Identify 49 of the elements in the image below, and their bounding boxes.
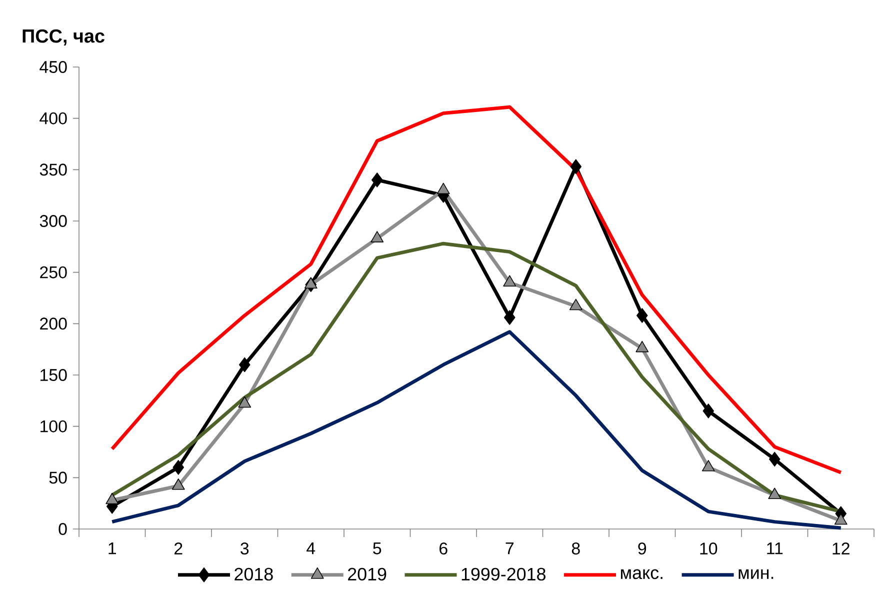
legend-label: мин.: [738, 569, 774, 579]
x-tick-label: 2: [174, 542, 182, 554]
line-series: [110, 105, 843, 474]
y-tick-label: 100: [40, 420, 67, 432]
point: [503, 275, 516, 286]
point: [702, 460, 715, 472]
point: [106, 492, 119, 504]
x-tick-label: 6: [440, 542, 448, 555]
legend-label: макс.: [620, 569, 662, 580]
legend-label: 2019: [348, 568, 386, 581]
x-tick-label: 5: [373, 542, 382, 554]
point: [702, 404, 714, 418]
y-tick-label: 250: [40, 266, 67, 278]
y-tick-label: 200: [40, 318, 67, 330]
y-tick-label: 50: [49, 472, 67, 484]
point: [238, 396, 252, 408]
y-tick-label: 350: [40, 164, 67, 176]
point: [238, 357, 250, 372]
x-tick-label: 3: [240, 542, 249, 555]
point: [569, 298, 582, 310]
x-tick-label: 9: [638, 542, 646, 555]
x-tick-label: 12: [832, 542, 850, 554]
point: [172, 478, 185, 490]
point: [504, 310, 516, 325]
point: [768, 488, 782, 500]
point: [636, 308, 648, 323]
x-tick-label: 4: [306, 542, 316, 554]
y-tick-label: 450: [40, 61, 67, 74]
x-tick-label: 11: [767, 542, 783, 554]
point: [636, 340, 649, 352]
y-tick-label: 0: [58, 523, 67, 535]
point: [436, 182, 450, 194]
y-axis-title: ПСС, час: [22, 29, 104, 46]
point: [570, 159, 582, 174]
legend-label: 1999-2018: [462, 568, 546, 581]
x-tick-label: 1: [108, 542, 116, 554]
line-series: [110, 330, 843, 530]
point: [834, 513, 848, 525]
point: [371, 172, 383, 188]
point: [370, 231, 384, 242]
y-tick-label: 150: [40, 369, 67, 381]
x-tick-label: 7: [506, 542, 514, 554]
y-tick-label: 300: [40, 215, 67, 228]
legend-label: 2018: [234, 568, 273, 581]
y-tick-label: 400: [40, 112, 67, 124]
x-tick-label: 8: [572, 542, 580, 555]
x-tick-label: 10: [700, 542, 718, 555]
point: [172, 460, 184, 475]
point: [768, 452, 780, 467]
